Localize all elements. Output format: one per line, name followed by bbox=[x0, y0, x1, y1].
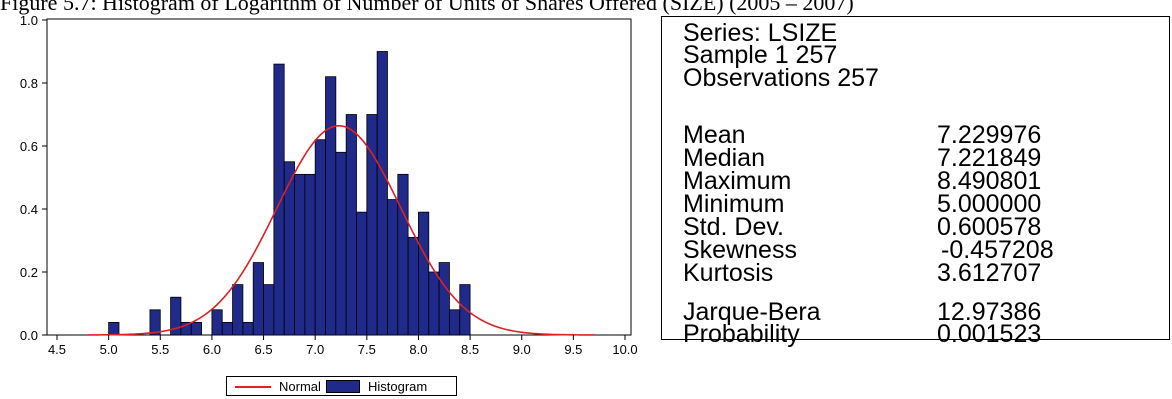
histogram-bar bbox=[376, 51, 388, 336]
histogram-bar bbox=[211, 309, 223, 336]
histogram-bar bbox=[325, 76, 337, 336]
legend-normal-label: Normal bbox=[279, 379, 321, 394]
x-tick-label: 4.5 bbox=[48, 342, 66, 357]
histogram-bar bbox=[345, 114, 357, 336]
y-axis: 0.0 0.2 0.4 0.6 0.8 1.0 bbox=[20, 13, 47, 343]
x-tick-label: 5.5 bbox=[151, 342, 169, 357]
histogram-bar bbox=[314, 139, 326, 336]
histogram-bar bbox=[221, 321, 233, 336]
x-tick-label: 6.5 bbox=[255, 342, 273, 357]
y-tick-label: 0.4 bbox=[20, 202, 38, 217]
legend-normal-swatch bbox=[235, 386, 271, 388]
stat-label-maximum: Maximum bbox=[683, 167, 792, 195]
y-tick-label: 0.6 bbox=[20, 139, 38, 154]
legend-histogram-swatch bbox=[326, 380, 360, 393]
stat-label-mean: Mean bbox=[683, 121, 746, 149]
x-tick-label: 9.0 bbox=[513, 342, 531, 357]
stat-value-maximum: 8.490801 bbox=[937, 167, 1042, 195]
stat-label-skewness: Skewness bbox=[683, 236, 797, 264]
histogram-bar bbox=[149, 309, 161, 336]
histogram-bar bbox=[252, 262, 264, 336]
histogram-bar bbox=[335, 151, 347, 336]
stat-label-median: Median bbox=[683, 144, 765, 172]
histogram-chart: 4.5 5.0 5.5 6.0 6.5 7.0 7.5 8.0 8.5 9.0 9.5 10.0 0.… bbox=[20, 13, 638, 357]
x-tick-label: 7.5 bbox=[358, 342, 376, 357]
stat-label-std-dev: Std. Dev. bbox=[683, 213, 784, 241]
histogram-bar bbox=[263, 284, 275, 336]
histogram-bar bbox=[418, 211, 430, 336]
test-label-jarque-bera: Jarque-Bera bbox=[683, 298, 821, 326]
stat-value-minimum: 5.000000 bbox=[937, 190, 1042, 218]
stat-value-mean: 7.229976 bbox=[937, 121, 1042, 149]
x-tick-label: 6.0 bbox=[203, 342, 221, 357]
x-tick-label: 10.0 bbox=[612, 342, 637, 357]
stat-label-minimum: Minimum bbox=[683, 190, 785, 218]
y-tick-label: 0.0 bbox=[20, 328, 38, 343]
stat-label-kurtosis: Kurtosis bbox=[683, 259, 774, 287]
histogram-bars bbox=[108, 51, 471, 336]
x-tick-label: 5.0 bbox=[100, 342, 118, 357]
test-label-probability: Probability bbox=[683, 320, 800, 348]
normal-curve bbox=[87, 124, 595, 336]
x-tick-label: 7.0 bbox=[306, 342, 324, 357]
y-tick-label: 0.8 bbox=[20, 76, 38, 91]
x-tick-label: 8.5 bbox=[461, 342, 479, 357]
histogram-bar bbox=[190, 321, 202, 336]
histogram-bar bbox=[232, 284, 244, 336]
series-name: Series: LSIZE bbox=[683, 19, 838, 47]
histogram-bar bbox=[273, 63, 285, 336]
figure-caption: Figure 5.7: Histogram of Logarithm of Nu… bbox=[0, 0, 854, 15]
histogram-bar bbox=[283, 161, 295, 336]
x-tick-label: 8.0 bbox=[409, 342, 427, 357]
statistics-panel: Series: LSIZE Sample 1 257 Observations … bbox=[661, 16, 1170, 347]
observation-count: Observations 257 bbox=[683, 64, 879, 92]
sample-range: Sample 1 257 bbox=[683, 41, 838, 69]
histogram-bar bbox=[387, 199, 399, 336]
histogram-bar bbox=[294, 173, 306, 336]
histogram-bar bbox=[242, 321, 254, 336]
test-value-jarque-bera: 12.97386 bbox=[937, 298, 1042, 326]
test-value-probability: 0.001523 bbox=[937, 320, 1042, 348]
histogram-bar bbox=[304, 173, 316, 336]
histogram-bar bbox=[397, 173, 409, 336]
histogram-bar bbox=[108, 321, 120, 336]
x-tick-label: 9.5 bbox=[564, 342, 582, 357]
histogram-bar bbox=[438, 262, 450, 336]
stat-value-skewness: -0.457208 bbox=[941, 236, 1054, 264]
histogram-bar bbox=[428, 271, 440, 336]
stat-value-kurtosis: 3.612707 bbox=[937, 259, 1042, 287]
histogram-bar bbox=[407, 236, 419, 336]
chart-legend: Normal Histogram bbox=[226, 376, 457, 396]
histogram-bar bbox=[356, 211, 368, 336]
histogram-bar bbox=[170, 296, 182, 336]
y-tick-label: 0.2 bbox=[20, 265, 38, 280]
x-axis: 4.5 5.0 5.5 6.0 6.5 7.0 7.5 8.0 8.5 9.0 9.5 10.0 bbox=[48, 335, 638, 357]
histogram-bar bbox=[459, 284, 471, 336]
histogram-bar bbox=[449, 309, 461, 336]
legend-histogram-label: Histogram bbox=[368, 379, 428, 394]
stat-value-median: 7.221849 bbox=[937, 144, 1042, 172]
stat-value-std-dev: 0.600578 bbox=[937, 213, 1042, 241]
y-tick-label: 1.0 bbox=[20, 13, 38, 28]
